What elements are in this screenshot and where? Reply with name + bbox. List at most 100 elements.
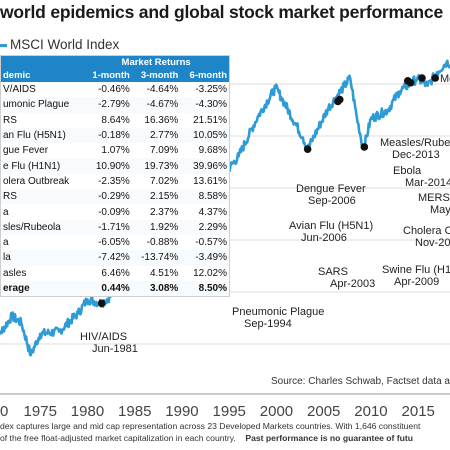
table-cell-3-month: 4.51%: [149, 267, 179, 279]
table-cell-6-month: -3.25%: [195, 84, 227, 96]
table-cell-epidemic: erage: [0, 280, 84, 297]
table-cell-1-month: -2.35%: [98, 175, 130, 187]
x-tick-label: 0: [0, 403, 8, 420]
event-date: Jun-1981: [92, 343, 138, 355]
event-marker: [418, 74, 426, 82]
event-marker: [97, 299, 106, 308]
x-tick-label: 1975: [24, 403, 57, 420]
table-row-average: erage 0.44% 3.08% 8.50%: [0, 280, 230, 297]
table-cell-1-month: 6.46%: [101, 267, 130, 279]
table-cell-6-month: -4.30%: [180, 97, 230, 113]
table-cell-epidemic: RS: [3, 114, 17, 126]
table-cell-3-month: 16.36%: [144, 114, 179, 126]
table-header-row: demic 1-month 3-month 6-month: [0, 69, 230, 82]
event-marker: [360, 143, 369, 151]
footnote: dex captures large and mid cap represent…: [0, 421, 450, 444]
table-header-3-month: 3-month: [131, 69, 181, 82]
event-date: Sep-2006: [308, 195, 356, 207]
event-date: Apr-2003: [330, 278, 375, 290]
table-group-header-row: Market Returns: [0, 55, 230, 69]
table-cell-1-month: -6.05%: [98, 237, 130, 249]
table-header-6-month: 6-month: [180, 69, 230, 82]
table-cell-3-month: 7.09%: [149, 145, 179, 157]
table-cell-epidemic: a: [3, 206, 9, 218]
event-date: Jun-2006: [301, 232, 347, 244]
table-cell-epidemic: e Flu (H1N1): [0, 158, 84, 174]
x-tick-label: 2010: [354, 403, 387, 420]
event-marker: [303, 145, 312, 154]
event-label: Dengue Fever: [296, 183, 366, 195]
event-label: Pneumonic Plague: [232, 306, 324, 318]
table-cell-1-month: 1.07%: [101, 145, 130, 157]
table-cell-6-month: 39.96%: [180, 158, 230, 174]
x-axis-ticks: 0 1975 1980 1985 1990 1995 2000 2005 2010 2015: [0, 403, 435, 420]
table-row: RS 8.64% 16.36% 21.51%: [1, 113, 230, 128]
table-cell-6-month: 12.02%: [193, 267, 227, 279]
table-cell-3-month: 2.77%: [131, 127, 181, 144]
table-header-epidemic: demic: [0, 69, 84, 82]
footnote-line-2-text: of the free float-adjusted market capita…: [0, 432, 236, 443]
x-tick-label: 1985: [118, 403, 151, 420]
x-tick-label: 1995: [213, 403, 246, 420]
table-cell-epidemic: la: [0, 250, 84, 266]
footnote-line-2: of the free float-adjusted market capita…: [0, 433, 450, 445]
table-cell-6-month: -0.57%: [195, 237, 227, 249]
table-header-1-month: 1-month: [83, 69, 132, 82]
source-note: Source: Charles Schwab, Factset data a: [271, 376, 450, 387]
table-cell-6-month: 4.37%: [198, 206, 227, 218]
legend-swatch: [0, 43, 7, 47]
event-label: Avian Flu (H5N1): [289, 220, 373, 232]
footnote-disclaimer: Past performance is no guarantee of futu: [245, 432, 413, 443]
event-label: Measles: [440, 73, 450, 85]
table-cell-1-month: 10.90%: [83, 158, 132, 174]
table-cell-epidemic: a: [3, 237, 9, 249]
x-tick-label: 2005: [307, 403, 340, 420]
event-marker: [431, 74, 440, 82]
event-date: May-2015: [430, 204, 450, 216]
table-group-header: Market Returns: [83, 55, 230, 69]
chart-title: world epidemics and global stock market …: [0, 2, 443, 22]
table-cell-6-month: 9.68%: [198, 145, 227, 157]
event-label: Ebola: [393, 165, 422, 177]
table-cell-6-month: 2.29%: [180, 219, 230, 235]
legend: MSCI World Index: [0, 37, 119, 52]
table-cell-6-month: 13.61%: [193, 175, 227, 187]
table-cell-1-month: -2.79%: [83, 97, 132, 113]
table-row: RS -0.29% 2.15% 8.58%: [0, 189, 230, 205]
table-row: olera Outbreak -2.35% 7.02% 13.61%: [1, 174, 230, 189]
table-cell-epidemic: gue Fever: [3, 145, 49, 157]
table-cell-3-month: 7.02%: [149, 175, 179, 187]
event-date: Mar-2014: [405, 177, 450, 189]
event-label: Swine Flu (H1N1): [382, 264, 450, 276]
event-marker: [335, 95, 344, 104]
table-corner: [0, 55, 84, 69]
x-tick-label: 2015: [402, 403, 435, 420]
footnote-line-1: dex captures large and mid cap represent…: [0, 421, 421, 431]
table-cell-6-month: -3.49%: [180, 250, 230, 266]
table-cell-6-month: 10.05%: [180, 127, 230, 144]
table-cell-1-month: -7.42%: [83, 250, 132, 266]
table-cell-1-month: -1.71%: [83, 219, 132, 235]
table-cell-6-month: 8.58%: [180, 189, 230, 205]
table-cell-3-month: 1.92%: [131, 219, 181, 235]
x-tick-label: 1980: [71, 403, 104, 420]
table-cell-1-month: 0.44%: [83, 280, 132, 297]
table-cell-epidemic: umonic Plague: [0, 97, 84, 113]
table-row: an Flu (H5N1) -0.18% 2.77% 10.05%: [0, 127, 230, 144]
table-row: la -7.42% -13.74% -3.49%: [0, 250, 230, 266]
table-cell-3-month: -4.67%: [131, 97, 181, 113]
table-cell-epidemic: RS: [0, 189, 84, 205]
event-label: Measles/Rubeola: [380, 137, 450, 149]
x-tick-label: 2000: [260, 403, 293, 420]
table-cell-epidemic: V/AIDS: [3, 84, 36, 96]
event-date: Apr-2009: [394, 276, 439, 288]
table-cell-epidemic: an Flu (H5N1): [0, 127, 84, 144]
table-row: V/AIDS -0.46% -4.64% -3.25%: [1, 82, 230, 97]
table-cell-3-month: 3.08%: [131, 280, 181, 297]
event-marker: [406, 78, 415, 87]
table-row: a -6.05% -0.88% -0.57%: [1, 235, 230, 250]
event-date: Nov-2016: [415, 237, 450, 249]
table-cell-3-month: -0.88%: [146, 237, 179, 249]
